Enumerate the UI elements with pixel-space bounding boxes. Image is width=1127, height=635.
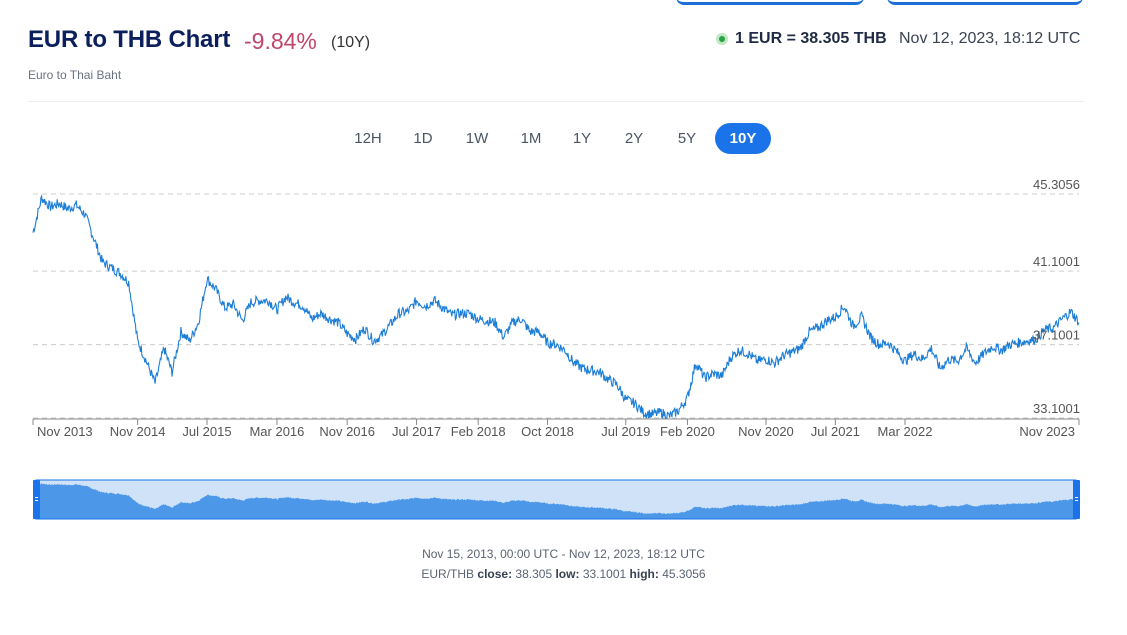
- line-chart: 33.1001 37.1001 41.1001 45.3056 Nov 2013 Nov …: [32, 177, 1080, 520]
- tab-12h[interactable]: 12H: [354, 130, 382, 147]
- change-percent: -9.84%: [244, 28, 317, 54]
- grid-layer: [33, 193, 1079, 419]
- stats-summary: EUR/THB close: 38.305 low: 33.1001 high:…: [0, 567, 1127, 581]
- range-summary: Nov 15, 2013, 00:00 UTC - Nov 12, 2023, …: [422, 547, 705, 561]
- x-tick-label: Nov 2013: [37, 424, 93, 439]
- y-tick-label: 41.1001: [1033, 254, 1080, 269]
- axis-layer: 33.1001 37.1001 41.1001 45.3056 Nov 2013 Nov …: [32, 177, 1080, 439]
- rate-timestamp: Nov 12, 2023, 18:12 UTC: [899, 30, 1081, 47]
- x-tick-label: Mar 2022: [878, 424, 933, 439]
- navigator-handle-left[interactable]: [33, 480, 40, 519]
- x-tick-label: Jul 2017: [392, 424, 441, 439]
- tab-1m[interactable]: 1M: [520, 130, 542, 147]
- tab-1d[interactable]: 1D: [413, 130, 433, 147]
- navigator-handle-right[interactable]: [1073, 480, 1080, 519]
- header-divider: [28, 101, 1084, 102]
- series-line: [32, 194, 1080, 419]
- x-tick-label: Jul 2015: [182, 424, 231, 439]
- y-tick-label: 45.3056: [1033, 177, 1080, 192]
- top-button-left[interactable]: [676, 0, 864, 5]
- x-tick-label: Mar 2016: [249, 424, 304, 439]
- x-tick-label: Nov 2014: [110, 424, 166, 439]
- x-tick-label: Nov 2023: [1019, 424, 1075, 439]
- x-tick-label: Jul 2019: [601, 424, 650, 439]
- x-tick-label: Nov 2016: [319, 424, 375, 439]
- series-layer: [32, 194, 1080, 419]
- stats-pair: EUR/THB: [421, 567, 475, 581]
- y-tick-label: 37.1001: [1033, 328, 1080, 343]
- stats-high-label: high:: [629, 567, 659, 581]
- tab-1w[interactable]: 1W: [465, 130, 489, 147]
- chart-subtitle: Euro to Thai Baht: [28, 68, 122, 82]
- chart-title: EUR to THB Chart: [28, 26, 231, 53]
- stats-high: 45.3056: [662, 567, 706, 581]
- x-tick-label: Nov 2020: [738, 424, 794, 439]
- range-tabs: 12H 1D 1W 1M 1Y 2Y 5Y 10Y: [0, 123, 1127, 155]
- current-rate: 1 EUR = 38.305 THB: [735, 30, 887, 47]
- top-button-right[interactable]: [887, 0, 1083, 5]
- x-tick-label: Feb 2018: [451, 424, 506, 439]
- x-tick-label: Jul 2021: [811, 424, 860, 439]
- tab-2y[interactable]: 2Y: [624, 130, 644, 147]
- tab-5y[interactable]: 5Y: [677, 130, 697, 147]
- x-tick-label: Oct 2018: [521, 424, 574, 439]
- y-tick-label: 33.1001: [1033, 401, 1080, 416]
- x-tick-label: Feb 2020: [660, 424, 715, 439]
- tab-10y[interactable]: 10Y: [715, 123, 771, 154]
- stats-close-label: close:: [477, 567, 513, 581]
- stats-low: 33.1001: [582, 567, 627, 581]
- navigator-area: [33, 483, 1079, 519]
- tab-1y[interactable]: 1Y: [572, 130, 592, 147]
- change-period: (10Y): [331, 34, 371, 51]
- live-status-icon: [716, 33, 728, 45]
- navigator[interactable]: [33, 479, 1080, 520]
- stats-low-label: low:: [555, 567, 580, 581]
- stats-close: 38.305: [515, 567, 553, 581]
